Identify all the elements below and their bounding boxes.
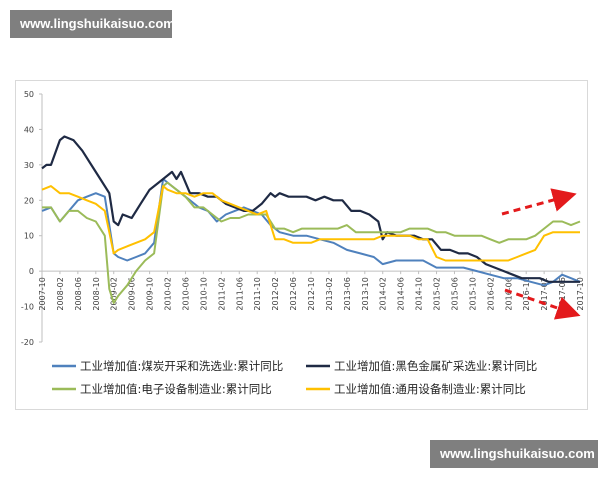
y-tick-label: 30 (24, 161, 34, 170)
x-tick-label: 2017-06 (558, 277, 567, 310)
x-tick-label: 2017-10 (576, 277, 585, 310)
legend-label: 工业增加值:煤炭开采和洗选业:累计同比 (80, 359, 283, 373)
series-line-4 (41, 185, 580, 262)
x-tick-label: 2016-10 (522, 277, 531, 310)
x-tick-label: 2011-10 (253, 277, 262, 310)
x-tick-label: 2010-02 (164, 277, 173, 310)
x-tick-label: 2009-06 (128, 277, 137, 310)
y-tick-label: 0 (29, 267, 34, 276)
x-tick-label: 2015-02 (433, 277, 442, 310)
series-line-2 (41, 135, 580, 283)
x-tick-label: 2015-10 (468, 277, 477, 310)
x-tick-label: 2012-06 (289, 277, 298, 310)
x-tick-label: 2013-06 (343, 277, 352, 310)
x-tick-label: 2013-02 (325, 277, 334, 310)
y-tick-label: 50 (24, 90, 34, 99)
x-tick-label: 2008-02 (56, 277, 65, 310)
x-tick-label: 2009-02 (110, 277, 119, 310)
legend-label: 工业增加值:电子设备制造业:累计同比 (80, 382, 272, 396)
x-tick-label: 2010-10 (199, 277, 208, 310)
x-tick-label: 2013-10 (361, 277, 370, 310)
y-tick-label: -20 (21, 338, 34, 347)
trend-arrow-up (501, 188, 577, 216)
x-tick-label: 2010-06 (181, 277, 190, 310)
y-tick-label: 10 (24, 232, 34, 241)
chart-frame (15, 80, 588, 410)
x-tick-label: 2014-10 (415, 277, 424, 310)
x-tick-label: 2007-10 (38, 277, 47, 310)
watermark-top: www.lingshuikaisuo.com (10, 10, 175, 38)
y-tick-label: 40 (24, 125, 34, 134)
x-tick-label: 2008-10 (92, 277, 101, 310)
x-tick-label: 2012-02 (271, 277, 280, 310)
series-line-3 (42, 181, 581, 304)
axes: -20 -10 0 10 20 30 40 50 2007-10 2008-02 2008-06 20… (21, 90, 585, 347)
x-tick-label: 2008-06 (74, 277, 83, 310)
x-tick-label: 2017-02 (540, 277, 549, 310)
y-tick-label: 20 (24, 196, 34, 205)
watermark-bottom: www.lingshuikaisuo.com (430, 440, 598, 468)
legend-label: 工业增加值:通用设备制造业:累计同比 (334, 382, 526, 396)
x-tick-label: 2014-02 (379, 277, 388, 310)
legend-label: 工业增加值:黑色金属矿采选业:累计同比 (334, 359, 537, 373)
y-tick-label: -10 (21, 303, 34, 312)
x-tick-label: 2009-10 (146, 277, 155, 310)
x-tick-label: 2015-06 (450, 277, 459, 310)
x-tick-label: 2016-06 (504, 277, 513, 310)
legend: 工业增加值:煤炭开采和洗选业:累计同比 工业增加值:黑色金属矿采选业:累计同比工业… (52, 359, 537, 396)
x-tick-label: 2014-06 (397, 277, 406, 310)
x-tick-label: 2011-02 (217, 277, 226, 310)
x-tick-label: 2011-06 (235, 277, 244, 310)
series-lines (41, 135, 581, 304)
x-tick-label: 2012-10 (307, 277, 316, 310)
x-tick-label: 2016-02 (486, 277, 495, 310)
